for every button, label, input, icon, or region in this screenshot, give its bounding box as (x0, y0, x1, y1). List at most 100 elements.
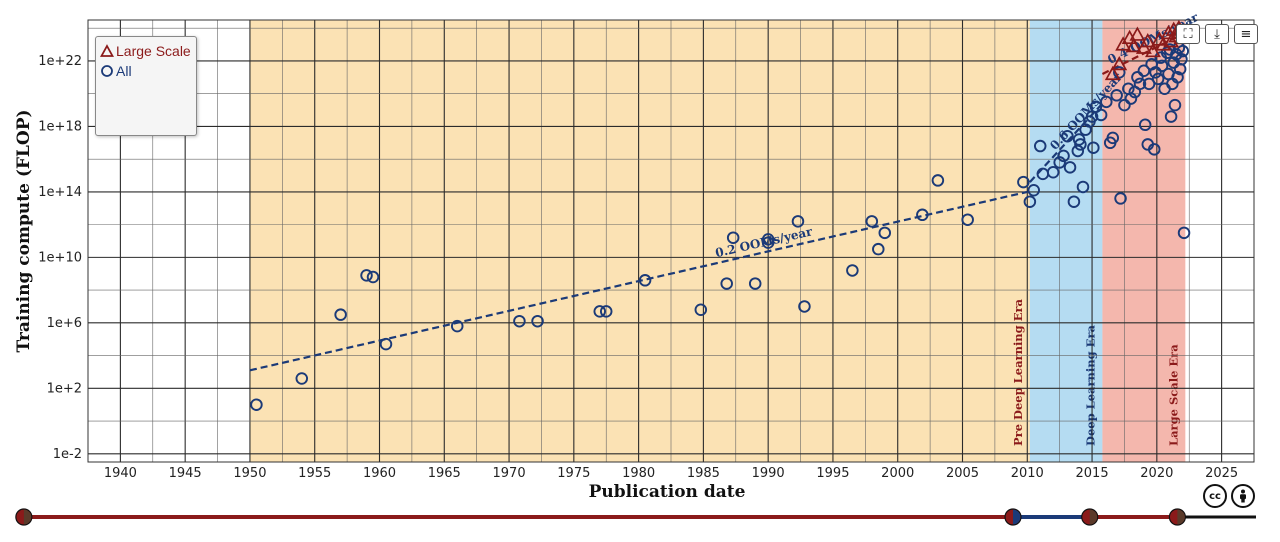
timeline-slider[interactable] (15, 508, 1256, 526)
data-point-all[interactable] (761, 233, 775, 246)
x-tick-label: 2025 (1205, 466, 1238, 481)
data-point-all[interactable] (1151, 72, 1165, 86)
data-point-all[interactable] (1094, 108, 1108, 122)
data-point-all[interactable] (1072, 133, 1086, 146)
data-point-all[interactable] (513, 314, 526, 328)
data-point-all[interactable] (720, 277, 733, 290)
data-point-large-scale[interactable] (1125, 37, 1142, 53)
download-button[interactable]: ⤓ (1205, 24, 1229, 44)
data-point-large-scale[interactable] (1111, 55, 1128, 71)
x-tick-label: 1970 (493, 466, 526, 481)
data-point-all[interactable] (1175, 53, 1188, 66)
data-point-all[interactable] (450, 319, 464, 333)
y-tick-label: 1e+14 (38, 185, 82, 200)
data-point-all[interactable] (726, 231, 740, 244)
data-point-all[interactable] (1067, 195, 1081, 208)
person-icon (1240, 489, 1246, 503)
x-tick-label: 1980 (622, 466, 655, 481)
data-point-all[interactable] (1057, 149, 1070, 163)
data-point-all[interactable] (1017, 175, 1030, 189)
data-point-all[interactable] (1076, 180, 1090, 194)
data-point-all[interactable] (1063, 161, 1077, 174)
data-point-all[interactable] (846, 264, 859, 277)
timeline-handle[interactable] (1168, 508, 1186, 526)
data-point-all[interactable] (1046, 165, 1060, 179)
x-tick-label: 2000 (881, 466, 914, 481)
data-point-all[interactable] (878, 226, 892, 240)
data-point-all[interactable] (1133, 77, 1147, 91)
expand-button[interactable]: ⛶ (1176, 24, 1200, 44)
data-point-all[interactable] (599, 305, 613, 318)
data-point-all[interactable] (1053, 156, 1066, 169)
x-tick-label: 2020 (1140, 466, 1173, 481)
data-points[interactable] (250, 19, 1191, 411)
data-point-all[interactable] (531, 314, 544, 328)
data-point-all[interactable] (638, 274, 652, 287)
data-point-all[interactable] (1138, 118, 1152, 132)
data-point-all[interactable] (1149, 66, 1162, 79)
data-point-all[interactable] (798, 300, 811, 313)
data-point-all[interactable] (1167, 56, 1180, 69)
data-point-all[interactable] (791, 215, 805, 228)
data-point-all[interactable] (1027, 184, 1041, 197)
data-point-large-scale[interactable] (1104, 65, 1121, 81)
trend-line (249, 190, 1028, 372)
cc-license-badge[interactable]: cc (1203, 484, 1227, 508)
data-point-all[interactable] (1074, 138, 1087, 151)
x-tick-label: 1975 (557, 466, 590, 481)
data-point-all[interactable] (1171, 71, 1184, 84)
data-point-all[interactable] (379, 337, 393, 351)
data-point-all[interactable] (1124, 92, 1138, 105)
data-point-all[interactable] (1177, 226, 1191, 240)
data-point-all[interactable] (1160, 46, 1174, 59)
data-point-all[interactable] (295, 372, 309, 385)
data-point-all[interactable] (366, 270, 380, 284)
era-band (249, 20, 1030, 462)
data-point-all[interactable] (1118, 98, 1131, 112)
data-point-large-scale[interactable] (1129, 26, 1146, 41)
data-point-all[interactable] (1147, 143, 1161, 156)
data-point-all[interactable] (872, 242, 885, 256)
data-point-all[interactable] (748, 277, 762, 290)
timeline-handle[interactable] (1004, 508, 1022, 526)
data-point-all[interactable] (360, 269, 373, 282)
data-point-all[interactable] (1061, 129, 1074, 143)
data-point-all[interactable] (1168, 98, 1182, 112)
data-point-all[interactable] (1110, 89, 1123, 102)
data-point-large-scale[interactable] (1163, 33, 1180, 48)
legend-item-large-scale[interactable]: Large Scale (96, 41, 196, 61)
data-point-all[interactable] (250, 398, 263, 411)
x-tick-label: 1965 (428, 466, 461, 481)
timeline-handle-half (1177, 509, 1185, 525)
data-point-all[interactable] (865, 215, 879, 228)
data-point-large-scale[interactable] (1139, 33, 1156, 48)
menu-button[interactable]: ≡ (1234, 24, 1258, 44)
data-point-all[interactable] (1137, 64, 1151, 77)
y-tick-label: 1e+2 (47, 381, 82, 396)
timeline-handle[interactable] (1081, 508, 1099, 526)
timeline-handle-half (1089, 509, 1098, 525)
data-point-all[interactable] (1155, 59, 1169, 73)
data-point-all[interactable] (1033, 139, 1047, 153)
data-point-all[interactable] (1114, 192, 1127, 205)
data-point-all[interactable] (1087, 141, 1100, 154)
data-point-all[interactable] (961, 213, 974, 226)
data-point-all[interactable] (1071, 144, 1085, 158)
data-point-all[interactable] (1106, 131, 1120, 145)
data-point-all[interactable] (1164, 110, 1178, 123)
attribution-badge[interactable] (1231, 484, 1255, 508)
data-point-all[interactable] (1176, 44, 1189, 58)
x-tick-label: 1960 (363, 466, 396, 481)
data-point-all[interactable] (1100, 95, 1113, 109)
data-point-all[interactable] (694, 303, 708, 317)
timeline-handle[interactable] (15, 508, 33, 526)
data-point-all[interactable] (1131, 71, 1144, 84)
data-point-all[interactable] (931, 174, 945, 187)
axes: 1940 1945 1950 1955 1960 1965 1970 1975 1980 1985… (14, 19, 1255, 502)
legend-item-all[interactable]: All (96, 61, 196, 81)
data-point-all[interactable] (916, 208, 929, 222)
legend-label-large-scale: Large Scale (116, 43, 191, 59)
data-point-all[interactable] (334, 308, 347, 321)
data-point-all[interactable] (1023, 195, 1037, 208)
data-point-all[interactable] (593, 305, 606, 318)
